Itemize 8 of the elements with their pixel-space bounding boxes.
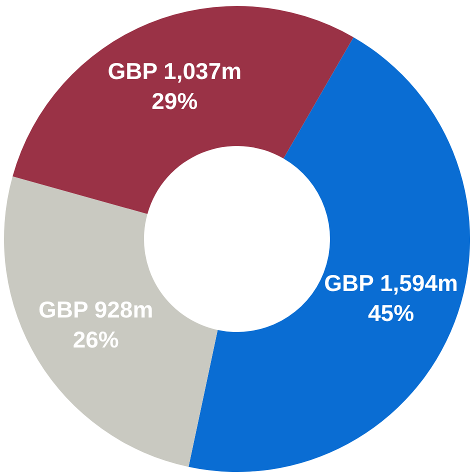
data-label: 26% xyxy=(72,326,119,352)
text: GBP 928m xyxy=(38,296,154,322)
data-label: 29% xyxy=(152,88,198,114)
donut-slice xyxy=(4,176,218,467)
data-label: 45% xyxy=(368,300,414,326)
text: GBP 1,594m xyxy=(324,270,458,296)
donut-slice xyxy=(12,6,354,214)
text: GBP 1,037m xyxy=(108,58,242,84)
